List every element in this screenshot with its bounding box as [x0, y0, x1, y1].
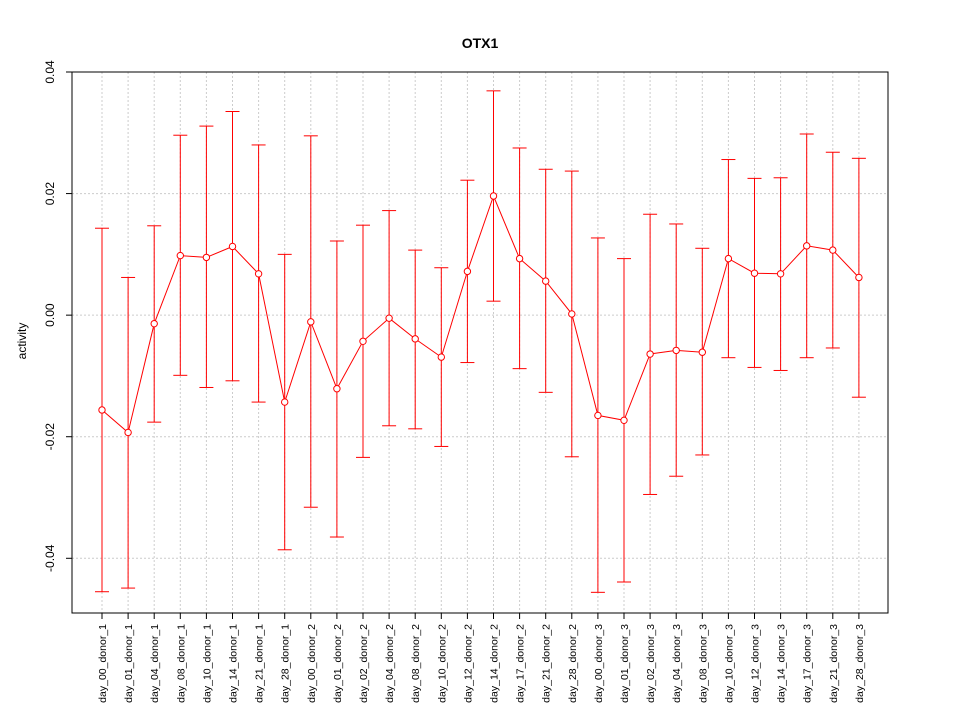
- data-point: [646, 350, 654, 358]
- data-point: [698, 348, 706, 356]
- x-tick-label: day_10_donor_1: [201, 624, 213, 703]
- data-point: [855, 273, 863, 282]
- x-tick-label: day_08_donor_3: [697, 624, 709, 703]
- y-axis-label: activity: [15, 323, 29, 360]
- data-point: [829, 246, 837, 254]
- x-tick-label: day_14_donor_1: [228, 624, 240, 703]
- x-tick-label: day_04_donor_1: [149, 624, 161, 703]
- x-tick-label: day_10_donor_2: [436, 624, 448, 703]
- data-point: [568, 310, 576, 318]
- x-tick-label: day_21_donor_2: [541, 624, 553, 703]
- x-tick-label: day_10_donor_3: [723, 624, 735, 703]
- x-tick-label: day_01_donor_1: [123, 624, 135, 703]
- data-point: [776, 270, 785, 278]
- data-point: [411, 335, 419, 343]
- data-point: [385, 314, 393, 322]
- x-tick-label: day_04_donor_3: [671, 624, 683, 703]
- errorbar-layer: [95, 90, 866, 593]
- data-point: [359, 337, 367, 345]
- x-tick-label: day_28_donor_1: [280, 624, 292, 703]
- data-point: [542, 277, 550, 285]
- x-tick-label: day_01_donor_3: [619, 624, 631, 703]
- data-point: [307, 318, 315, 326]
- x-tick-label: day_08_donor_1: [175, 624, 187, 703]
- axes-layer: -0.04 -0.02 0.00 0.02 0.04 day_00_donor_1 day_…: [43, 60, 866, 703]
- data-point: [281, 398, 289, 406]
- grid-layer: [72, 71, 888, 613]
- data-point: [176, 251, 185, 260]
- data-point: [672, 346, 680, 355]
- data-point: [515, 254, 524, 263]
- data-point: [228, 242, 237, 251]
- y-tick-label: -0.04: [43, 544, 57, 572]
- x-tick-label: day_02_donor_3: [645, 624, 657, 703]
- y-tick-label: -0.02: [43, 423, 57, 451]
- data-point: [333, 384, 341, 393]
- x-tick-label: day_12_donor_2: [462, 624, 474, 703]
- chart-title: OTX1: [462, 35, 499, 51]
- x-tick-label: day_04_donor_2: [384, 624, 396, 703]
- data-point: [803, 242, 811, 250]
- data-point: [202, 253, 211, 262]
- data-point: [463, 267, 472, 276]
- data-point: [254, 270, 263, 278]
- x-tick-label: day_21_donor_1: [254, 624, 266, 703]
- data-point: [594, 411, 602, 420]
- series-line: [101, 194, 860, 434]
- x-tick-label: day_28_donor_2: [567, 624, 579, 703]
- y-tick-label: 0.02: [43, 182, 57, 206]
- x-tick-label: day_17_donor_3: [802, 624, 814, 703]
- y-tick-label: 0.04: [43, 60, 57, 84]
- x-tick-label: day_00_donor_3: [593, 624, 605, 703]
- data-point: [98, 406, 106, 414]
- data-point: [437, 353, 445, 361]
- line-layer: [101, 194, 860, 434]
- x-tick-label: day_12_donor_3: [750, 624, 762, 703]
- data-point: [724, 254, 733, 263]
- x-tick-label: day_00_donor_1: [97, 624, 109, 703]
- x-tick-label: day_01_donor_2: [332, 624, 344, 703]
- x-tick-label: day_08_donor_2: [410, 624, 422, 703]
- plot-frame: [71, 71, 889, 614]
- data-point: [150, 319, 158, 328]
- x-tick-label: day_14_donor_2: [489, 624, 501, 703]
- x-tick-label: day_02_donor_2: [358, 624, 370, 703]
- x-tick-label: day_17_donor_2: [515, 624, 527, 703]
- data-point: [124, 428, 132, 437]
- x-tick-label: day_28_donor_3: [854, 624, 866, 703]
- data-point: [750, 269, 759, 277]
- y-tick-label: 0.00: [43, 303, 57, 327]
- data-point: [620, 416, 628, 425]
- x-tick-label: day_14_donor_3: [776, 624, 788, 703]
- point-layer: [98, 192, 863, 437]
- x-tick-label: day_21_donor_3: [828, 624, 840, 703]
- data-point: [489, 192, 498, 200]
- x-tick-label: day_00_donor_2: [306, 624, 318, 703]
